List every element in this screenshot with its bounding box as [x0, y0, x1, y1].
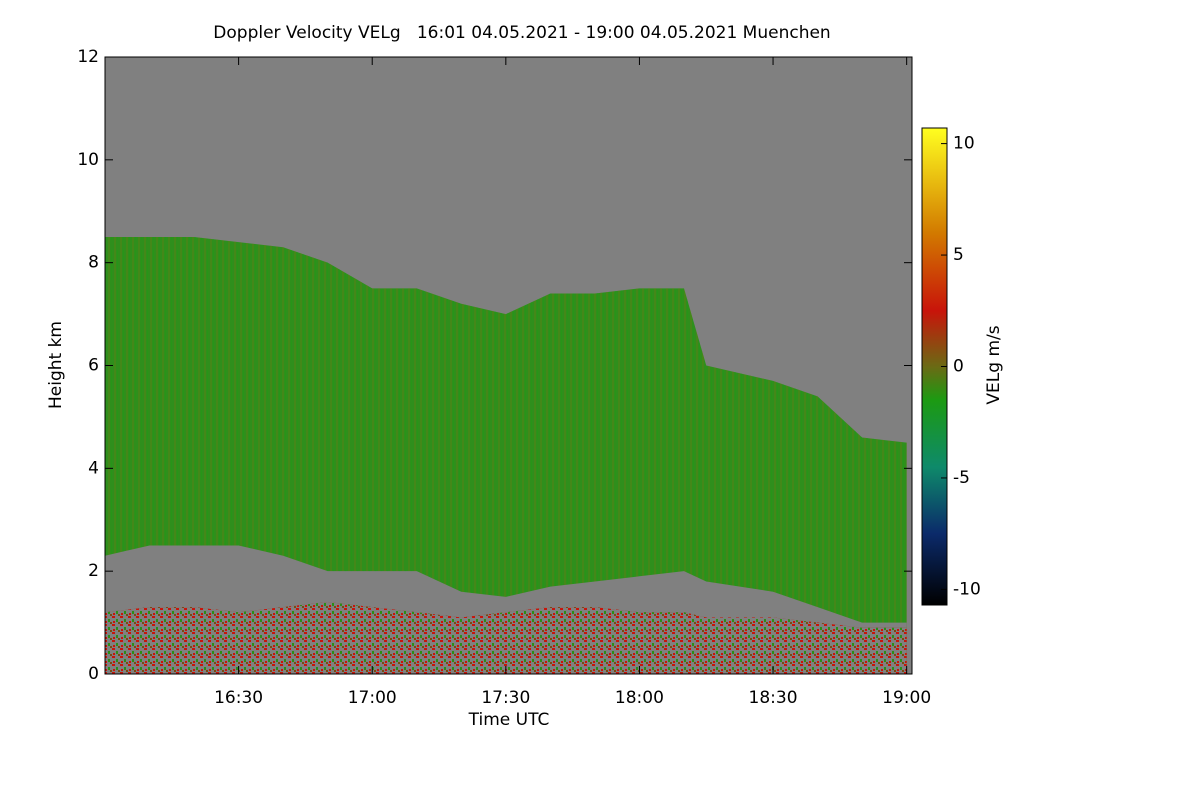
- x-tick-label: 16:30: [214, 688, 263, 708]
- ground-layer-texture: [105, 602, 907, 674]
- y-tick-label: 8: [88, 253, 99, 273]
- y-tick-label: 4: [88, 458, 99, 478]
- axes: 16:30 17:00 17:30 18:00 18:30 19:00 0 2 4 6 8 10 12: [77, 47, 931, 708]
- colorbar-label: VELg m/s: [984, 325, 1004, 404]
- x-tick-label: 19:00: [882, 688, 931, 708]
- x-tick-label: 17:30: [481, 688, 530, 708]
- y-tick-label: 6: [88, 356, 99, 376]
- colorbar-tick-label: 0: [953, 357, 964, 377]
- y-tick-label: 10: [77, 150, 99, 170]
- chart-title: Doppler Velocity VELg 16:01 04.05.2021 -…: [213, 23, 830, 43]
- x-tick-label: 17:00: [348, 688, 397, 708]
- colorbar-tick-label: -5: [953, 468, 970, 488]
- y-tick-label: 2: [88, 561, 99, 581]
- plot-area: [105, 57, 912, 674]
- y-tick-label: 0: [88, 664, 99, 684]
- x-axis-label: Time UTC: [468, 710, 550, 730]
- colorbar-tick-label: -10: [953, 579, 981, 599]
- y-tick-label: 12: [77, 47, 99, 67]
- x-tick-label: 18:00: [615, 688, 664, 708]
- colorbar-tick-label: 5: [953, 245, 964, 265]
- x-tick-label: 18:30: [749, 688, 798, 708]
- y-axis-label: Height km: [46, 321, 66, 409]
- colorbar-tick-label: 10: [953, 134, 975, 154]
